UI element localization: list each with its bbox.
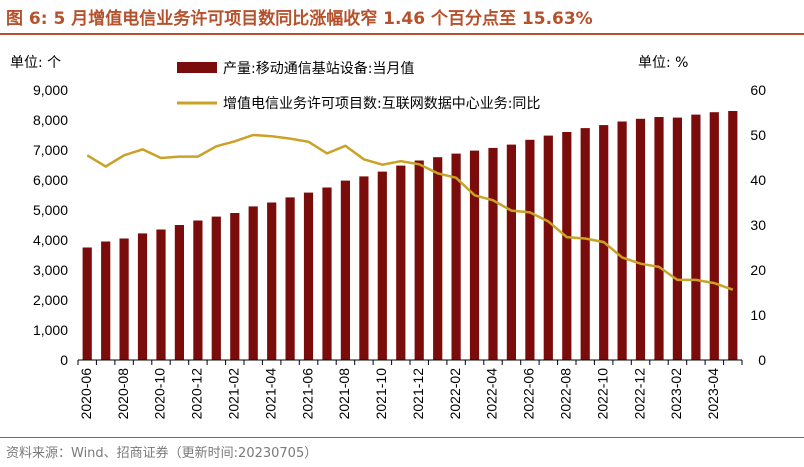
bar-series xyxy=(82,111,738,360)
bar-2022-01 xyxy=(433,157,443,360)
bar-2023-05 xyxy=(728,111,738,360)
bar-2021-03 xyxy=(248,206,258,360)
bar-2023-04 xyxy=(709,112,719,360)
left-tick-label: 4,000 xyxy=(33,232,68,248)
bar-2021-01 xyxy=(211,216,221,360)
bar-2022-06 xyxy=(525,139,535,360)
left-tick-label: 3,000 xyxy=(33,262,68,278)
x-tick-label: 2022-04 xyxy=(484,368,500,420)
bar-2021-08 xyxy=(340,180,350,360)
bar-2023-01 xyxy=(654,117,664,360)
x-tick-label: 2022-12 xyxy=(631,368,647,420)
x-tick-label: 2021-10 xyxy=(373,368,389,420)
right-tick-label: 10 xyxy=(750,307,766,323)
title-divider xyxy=(0,33,804,35)
right-tick-label: 0 xyxy=(758,352,766,368)
x-axis: 2020-06 2020-08 2020-10 2020-12 2021-02 2021-… xyxy=(77,359,743,420)
right-tick-label: 40 xyxy=(750,172,766,188)
left-tick-label: 6,000 xyxy=(33,172,68,188)
x-tick-label: 2020-06 xyxy=(78,368,94,420)
bar-2020-08 xyxy=(119,238,129,360)
bar-2022-08 xyxy=(562,132,572,360)
left-tick-label: 9,000 xyxy=(33,82,68,98)
bar-2022-05 xyxy=(506,144,516,360)
left-axis-unit: 单位: 个 xyxy=(10,55,61,71)
bar-2020-11 xyxy=(174,225,184,360)
bar-2020-07 xyxy=(101,241,111,360)
bar-2022-09 xyxy=(580,128,590,360)
x-tick-label: 2020-08 xyxy=(115,368,131,420)
bar-2022-12 xyxy=(635,118,646,360)
right-tick-label: 50 xyxy=(750,127,766,143)
bar-2021-07 xyxy=(322,187,332,360)
x-tick-label: 2022-10 xyxy=(594,368,610,420)
bar-2021-10 xyxy=(377,171,387,360)
bar-2022-07 xyxy=(543,135,553,360)
bar-2021-11 xyxy=(396,165,406,360)
left-tick-label: 1,000 xyxy=(33,322,68,338)
bar-2023-03 xyxy=(691,114,701,360)
bar-2021-09 xyxy=(359,176,369,360)
left-tick-label: 7,000 xyxy=(33,142,68,158)
bar-2021-05 xyxy=(285,197,295,360)
bar-2022-03 xyxy=(469,150,480,360)
bar-2020-10 xyxy=(156,229,166,360)
footer-divider xyxy=(0,437,804,438)
left-tick-label: 8,000 xyxy=(33,112,68,128)
left-tick-label: 2,000 xyxy=(33,292,68,308)
x-tick-label: 2021-06 xyxy=(299,368,315,420)
bar-2021-02 xyxy=(230,213,240,360)
right-tick-label: 20 xyxy=(750,262,766,278)
left-axis: 0 1,000 2,000 3,000 4,000 5,000 6,000 7,000 8,00… xyxy=(33,82,68,368)
bar-2023-02 xyxy=(672,117,682,360)
legend-line-label: 增值电信业务许可项目数:互联网数据中心业务:同比 xyxy=(223,96,540,112)
left-tick-label: 0 xyxy=(60,352,68,368)
x-tick-label: 2020-12 xyxy=(189,368,205,420)
x-tick-label: 2023-02 xyxy=(668,368,684,420)
bar-2022-02 xyxy=(451,153,461,360)
x-tick-label: 2022-02 xyxy=(447,368,463,420)
legend: 产量:移动通信基站设备:当月值 增值电信业务许可项目数:互联网数据中心业务:同比 xyxy=(177,60,540,112)
x-tick-label: 2021-12 xyxy=(410,368,426,420)
x-tick-label: 2021-02 xyxy=(226,368,242,420)
bar-2020-06 xyxy=(82,247,92,360)
x-tick-label: 2022-06 xyxy=(521,368,537,420)
bar-2022-04 xyxy=(488,147,498,360)
bar-2021-12 xyxy=(414,160,424,360)
source-note: 资料来源：Wind、招商证券（更新时间:20230705） xyxy=(6,446,318,461)
x-tick-label: 2021-04 xyxy=(262,368,278,420)
x-tick-label: 2023-04 xyxy=(705,368,721,420)
left-tick-label: 5,000 xyxy=(33,202,68,218)
x-tick-label: 2021-08 xyxy=(336,368,352,420)
x-tick-label: 2020-10 xyxy=(152,368,168,420)
figure-title: 图 6: 5 月增值电信业务许可项目数同比涨幅收窄 1.46 个百分点至 15.… xyxy=(6,9,593,29)
line-series xyxy=(86,133,734,291)
bar-2020-12 xyxy=(193,220,203,360)
legend-bar-swatch xyxy=(177,62,217,73)
bar-2020-09 xyxy=(137,233,148,360)
bar-2022-11 xyxy=(617,121,627,360)
right-axis-unit: 单位: % xyxy=(638,55,688,71)
right-axis: 0 10 20 30 40 50 60 xyxy=(750,82,766,368)
x-tick-label: 2022-08 xyxy=(558,368,574,420)
bar-2021-06 xyxy=(303,192,314,360)
right-tick-label: 60 xyxy=(750,82,766,98)
right-tick-label: 30 xyxy=(750,217,766,233)
legend-bar-label: 产量:移动通信基站设备:当月值 xyxy=(223,60,414,77)
bar-2021-04 xyxy=(267,202,277,360)
